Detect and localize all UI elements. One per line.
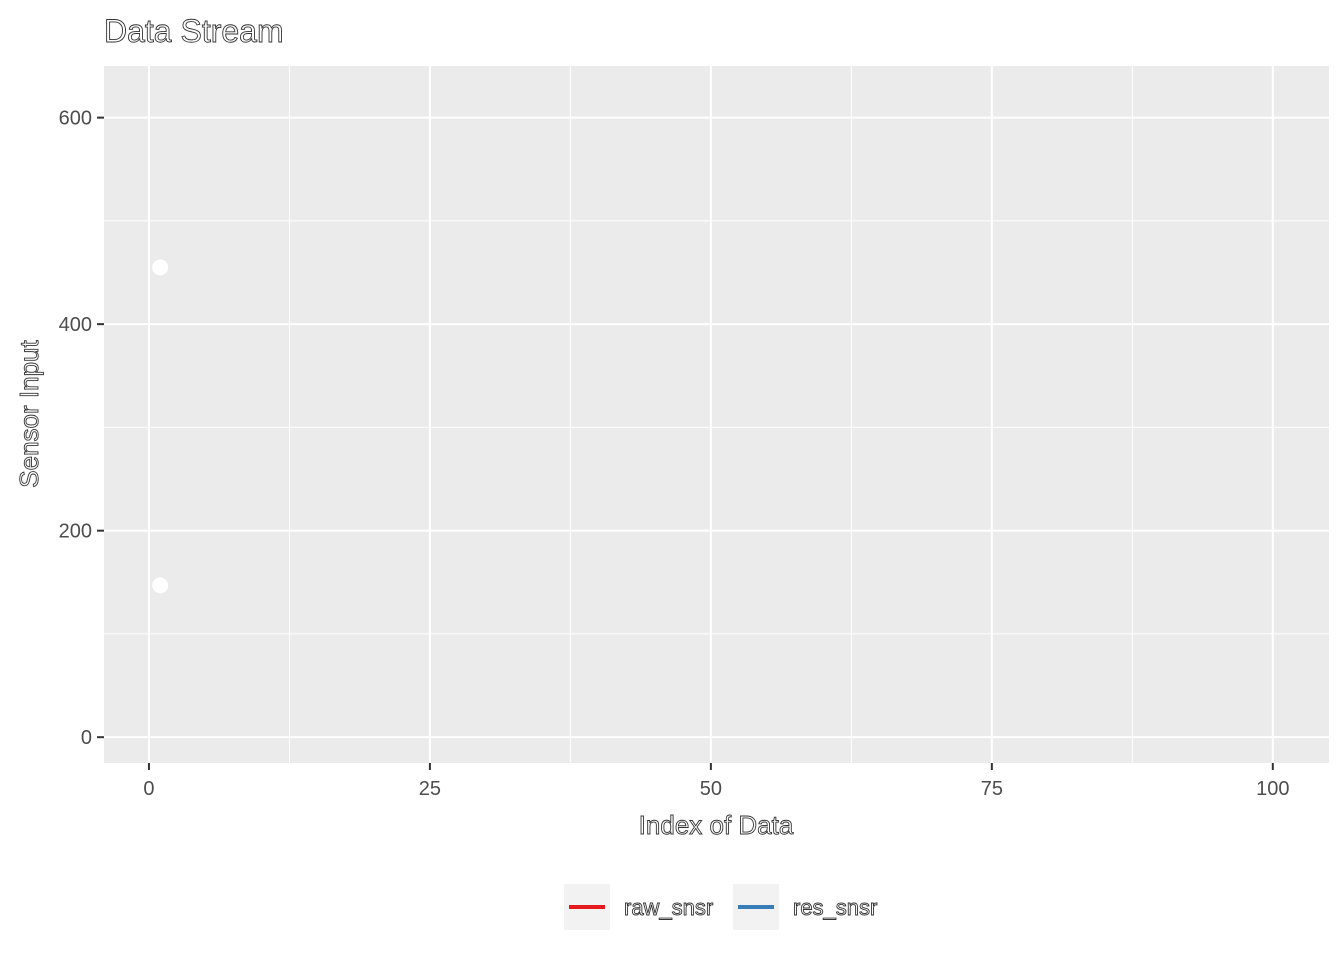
legend-label-res_snsr: res_snsr <box>793 895 877 920</box>
x-tick-label: 50 <box>700 778 722 800</box>
data-point-raw_snsr <box>152 259 169 276</box>
x-axis: 0 25 50 75 100 <box>143 763 1289 800</box>
legend: raw_snsr res_snsr <box>564 884 878 930</box>
x-tick-label: 0 <box>143 778 154 800</box>
data-point-res_snsr <box>152 577 169 594</box>
y-tick-label: 600 <box>59 108 92 130</box>
data-points <box>152 259 169 594</box>
x-tick-label: 25 <box>419 778 441 800</box>
grid-lines <box>104 66 1329 763</box>
legend-label-raw_snsr: raw_snsr <box>624 895 713 920</box>
y-axis: 0 200 400 600 <box>59 108 104 749</box>
y-tick-label: 200 <box>59 521 92 543</box>
y-tick-label: 0 <box>81 727 92 749</box>
x-tick-label: 100 <box>1256 778 1289 800</box>
plot-panel <box>104 66 1329 763</box>
x-tick-label: 75 <box>981 778 1003 800</box>
chart-title: Data Stream <box>104 13 284 49</box>
y-axis-label: Sensor Input <box>14 340 44 488</box>
y-tick-label: 400 <box>59 314 92 336</box>
x-axis-label: Index of Data <box>639 810 794 840</box>
